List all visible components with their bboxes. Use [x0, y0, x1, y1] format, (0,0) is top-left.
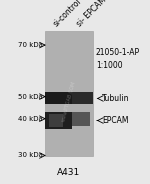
Text: 70 kDa: 70 kDa [18, 42, 43, 48]
Bar [49, 114, 63, 127]
Bar [45, 112, 72, 129]
Text: A431: A431 [57, 169, 81, 177]
Text: EPCAM: EPCAM [102, 116, 129, 125]
Text: Tubulin: Tubulin [102, 94, 129, 103]
Bar [72, 112, 90, 126]
Bar [72, 93, 93, 105]
Text: 40 kDa: 40 kDa [18, 116, 43, 122]
Text: si-control: si-control [52, 0, 84, 29]
Text: 21050-1-AP
1:1000: 21050-1-AP 1:1000 [96, 48, 140, 70]
Text: 30 kDa: 30 kDa [18, 153, 43, 158]
Bar [45, 93, 72, 105]
Text: 50 kDa: 50 kDa [18, 94, 43, 100]
Text: www.PTGAB.COM: www.PTGAB.COM [61, 80, 77, 122]
Bar [45, 31, 93, 156]
Text: si- EPCAM: si- EPCAM [75, 0, 109, 29]
